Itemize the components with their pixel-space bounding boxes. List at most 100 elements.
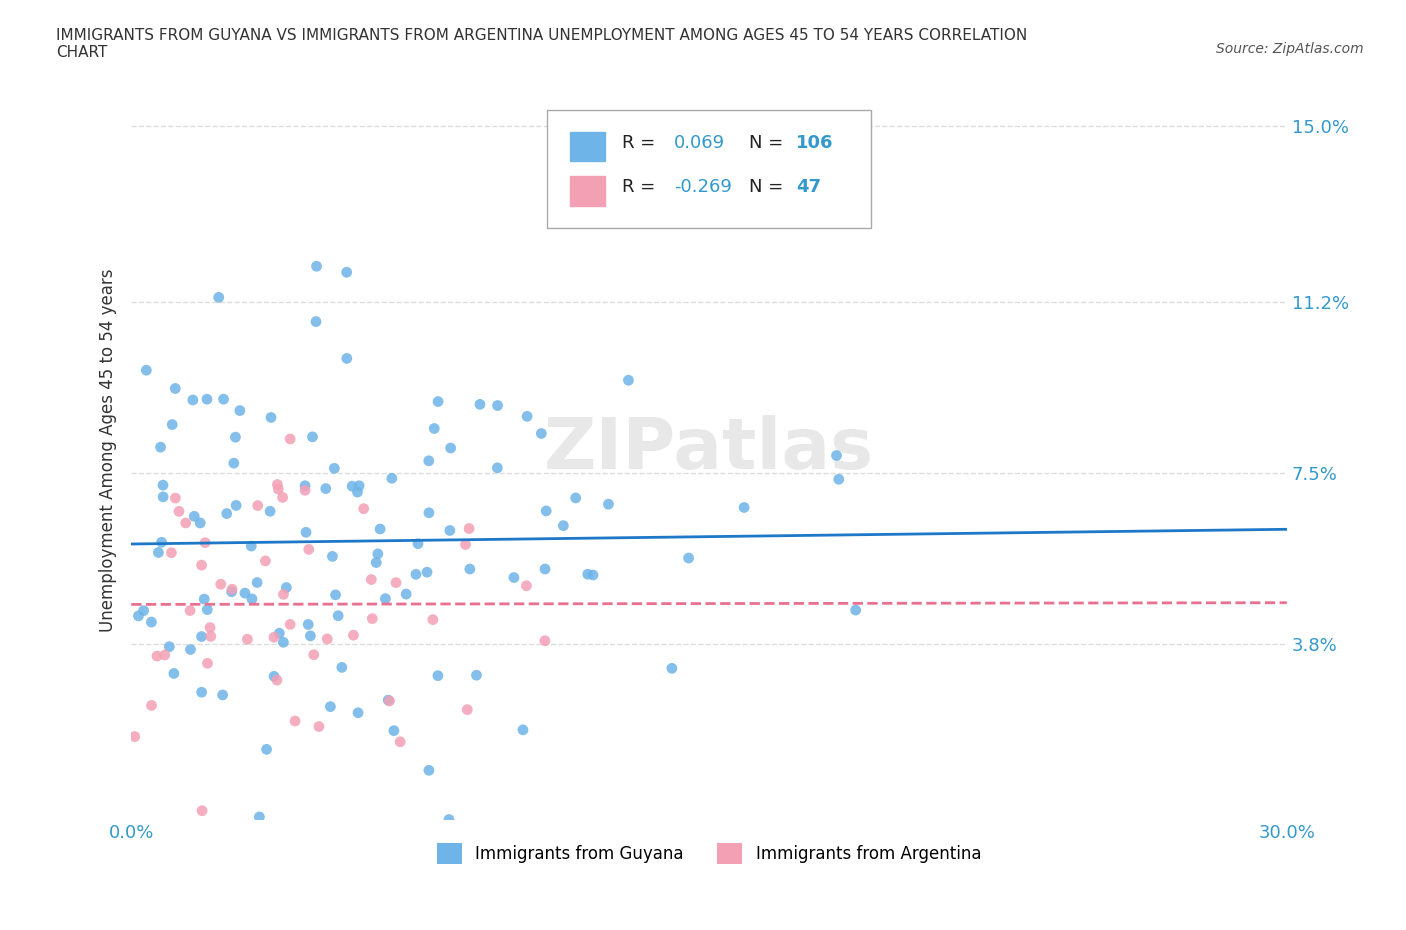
Point	[340, 479, 363, 494]
Point	[382, 724, 405, 738]
Point	[825, 448, 848, 463]
Point	[458, 521, 481, 536]
Point	[305, 314, 328, 329]
Point	[263, 669, 285, 684]
Point	[458, 562, 481, 577]
Point	[215, 506, 238, 521]
Point	[564, 490, 586, 505]
Point	[298, 542, 321, 557]
Point	[515, 578, 537, 593]
Point	[503, 570, 526, 585]
Point	[267, 482, 290, 497]
Point	[360, 572, 382, 587]
Point	[167, 504, 190, 519]
Point	[294, 478, 316, 493]
Point	[374, 591, 396, 606]
Point	[347, 705, 370, 720]
Point	[389, 735, 412, 750]
Point	[148, 545, 170, 560]
Point	[179, 642, 201, 657]
Legend: Immigrants from Guyana, Immigrants from Argentina: Immigrants from Guyana, Immigrants from …	[430, 837, 987, 870]
Point	[733, 500, 755, 515]
Point	[221, 584, 243, 599]
Point	[347, 478, 370, 493]
Point	[381, 471, 404, 485]
Point	[325, 588, 347, 603]
Point	[336, 351, 359, 365]
Point	[323, 461, 346, 476]
Point	[437, 812, 460, 827]
Point	[190, 684, 212, 699]
Point	[194, 536, 217, 551]
Point	[165, 381, 187, 396]
Text: ZIPatlas: ZIPatlas	[544, 416, 875, 485]
Point	[418, 505, 440, 520]
Point	[426, 669, 449, 684]
Text: R =: R =	[623, 179, 655, 196]
Point	[163, 666, 186, 681]
Point	[297, 617, 319, 631]
Point	[233, 586, 256, 601]
Bar	[571, 132, 605, 162]
Point	[516, 409, 538, 424]
Point	[278, 617, 301, 631]
Text: N =: N =	[749, 134, 783, 152]
Point	[427, 394, 450, 409]
Point	[200, 629, 222, 644]
Point	[127, 608, 149, 623]
Point	[582, 567, 605, 582]
Point	[346, 485, 368, 499]
Point	[330, 660, 353, 675]
Point	[316, 631, 339, 646]
Point	[395, 587, 418, 602]
Point	[576, 566, 599, 581]
Point	[188, 515, 211, 530]
Point	[198, 620, 221, 635]
Point	[246, 575, 269, 590]
Point	[328, 608, 350, 623]
Point	[468, 397, 491, 412]
Point	[208, 290, 231, 305]
Point	[302, 647, 325, 662]
Point	[828, 472, 851, 486]
Point	[190, 558, 212, 573]
Point	[273, 635, 295, 650]
Point	[222, 456, 245, 471]
Point	[263, 630, 285, 644]
Point	[271, 490, 294, 505]
Point	[422, 612, 444, 627]
Text: -0.269: -0.269	[675, 179, 733, 196]
Text: Source: ZipAtlas.com: Source: ZipAtlas.com	[1216, 42, 1364, 56]
Point	[254, 553, 277, 568]
Point	[211, 687, 233, 702]
Point	[195, 392, 218, 406]
Point	[512, 723, 534, 737]
Point	[418, 453, 440, 468]
Point	[224, 430, 246, 445]
Point	[276, 580, 298, 595]
Point	[181, 392, 204, 407]
Point	[598, 497, 620, 512]
Point	[190, 629, 212, 644]
Point	[225, 498, 247, 512]
Point	[256, 742, 278, 757]
Point	[353, 501, 375, 516]
Point	[193, 591, 215, 606]
Point	[150, 535, 173, 550]
Point	[845, 603, 868, 618]
Point	[530, 426, 553, 441]
Point	[160, 545, 183, 560]
Point	[273, 587, 295, 602]
Point	[165, 491, 187, 506]
Point	[132, 604, 155, 618]
Point	[678, 551, 700, 565]
Point	[236, 631, 259, 646]
Point	[416, 565, 439, 579]
Point	[301, 430, 323, 445]
Point	[440, 441, 463, 456]
Point	[534, 562, 557, 577]
Point	[534, 503, 557, 518]
Point	[124, 729, 146, 744]
Point	[284, 713, 307, 728]
Point	[229, 403, 252, 418]
